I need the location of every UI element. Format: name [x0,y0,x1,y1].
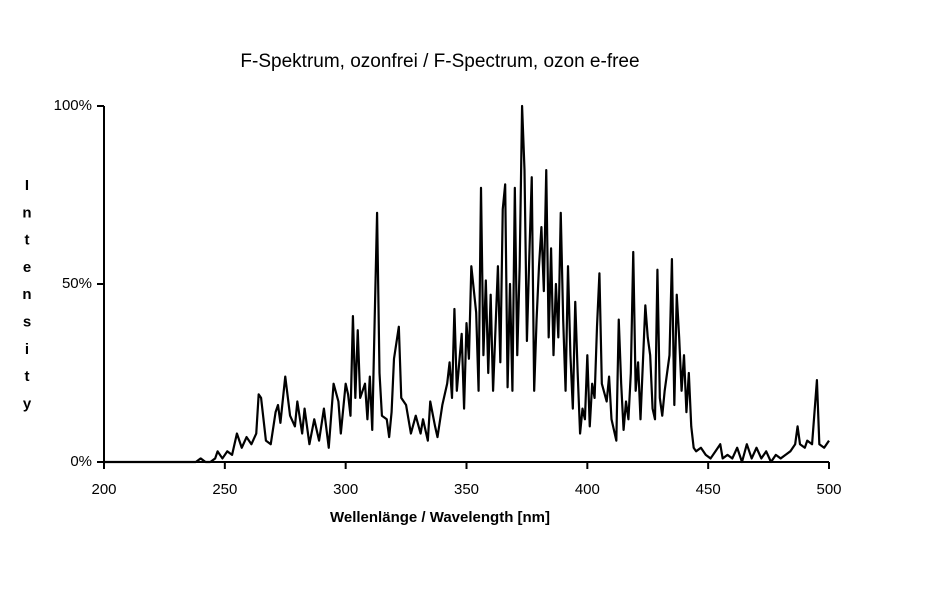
x-tick-label: 450 [696,481,721,498]
x-tick-label: 300 [333,481,358,498]
spectrum-line [104,104,830,464]
chart-title: F-Spektrum, ozonfrei / F-Spectrum, ozon … [240,51,639,72]
x-axis-label: Wellenlänge / Wavelength [nm] [330,509,550,526]
y-tick-label: 50% [62,275,92,292]
x-tick-label: 400 [575,481,600,498]
x-tick-label: 500 [816,481,841,498]
y-tick-label: 100% [54,97,92,114]
x-tick-label: 250 [212,481,237,498]
x-tick-label: 200 [91,481,116,498]
y-tick-label: 0% [70,453,92,470]
x-tick-label: 350 [454,481,479,498]
